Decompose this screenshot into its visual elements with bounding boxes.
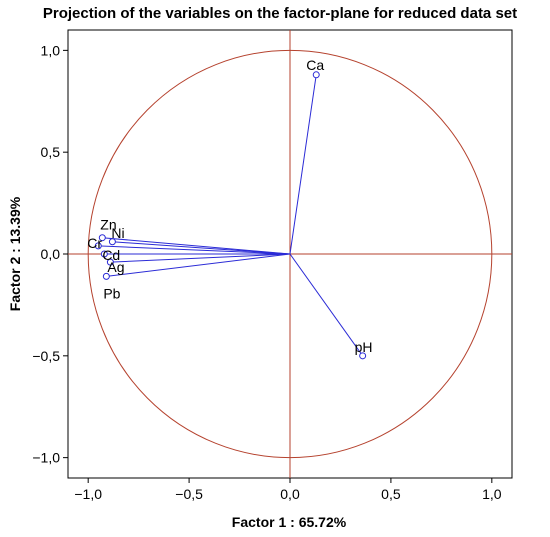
y-tick-label: 1,0 (41, 42, 61, 58)
vector-point-ph (359, 352, 367, 360)
x-tick-label: 0,0 (280, 486, 300, 502)
vector-label-pb: Pb (103, 285, 120, 301)
y-axis-title: Factor 2 : 13.39% (7, 196, 23, 311)
vector-line-cr (98, 245, 291, 255)
plot-area: −1,0 −0,5 0,0 0,5 1,0 −1,0 −0,5 0,0 0,5 1,0 Ca pH Zn… (32, 29, 513, 502)
x-axis-title: Factor 1 : 65.72% (232, 514, 347, 530)
x-tick-label: 0,5 (381, 486, 401, 502)
y-tick-label: −0,5 (32, 348, 60, 364)
vector-line-zn (102, 237, 291, 255)
vector-line-ph (289, 253, 364, 357)
y-tick-label: 0,0 (41, 246, 61, 262)
vector-point-cd (100, 250, 108, 258)
vector-point-ni (108, 238, 116, 246)
y-tick-label: −1,0 (32, 450, 60, 466)
vector-label-ph: pH (355, 339, 373, 355)
vector-line-ag (110, 253, 291, 263)
vector-label-cd: Cd (102, 247, 120, 263)
vector-line-ni (112, 241, 291, 255)
vector-point-pb (102, 272, 110, 280)
vector-point-zn (98, 234, 106, 242)
vector-point-ca (312, 71, 320, 79)
vector-point-cr (94, 242, 102, 250)
x-tick-label: 1,0 (482, 486, 502, 502)
chart-title: Projection of the variables on the facto… (43, 5, 517, 22)
x-tick-label: −0,5 (175, 486, 203, 502)
vector-label-ca: Ca (306, 57, 324, 73)
vector-label-zn: Zn (100, 217, 116, 233)
vector-label-ni: Ni (111, 225, 124, 241)
vector-label-cr: Cr (87, 235, 102, 251)
vector-label-ag: Ag (107, 259, 124, 275)
vector-point-ag (106, 258, 114, 266)
vector-line-ca (289, 74, 317, 255)
vector-line-pb (106, 253, 291, 277)
y-tick-label: 0,5 (41, 144, 61, 160)
x-tick-label: −1,0 (74, 486, 102, 502)
